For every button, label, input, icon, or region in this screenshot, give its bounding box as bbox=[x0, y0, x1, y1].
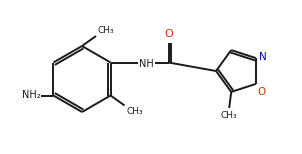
Text: CH₃: CH₃ bbox=[127, 107, 143, 116]
Text: O: O bbox=[258, 87, 266, 97]
Text: CH₃: CH₃ bbox=[221, 111, 237, 120]
Text: NH: NH bbox=[139, 59, 153, 69]
Text: N: N bbox=[259, 52, 267, 62]
Text: CH₃: CH₃ bbox=[98, 26, 115, 35]
Text: O: O bbox=[164, 28, 173, 38]
Text: NH₂: NH₂ bbox=[22, 89, 40, 99]
